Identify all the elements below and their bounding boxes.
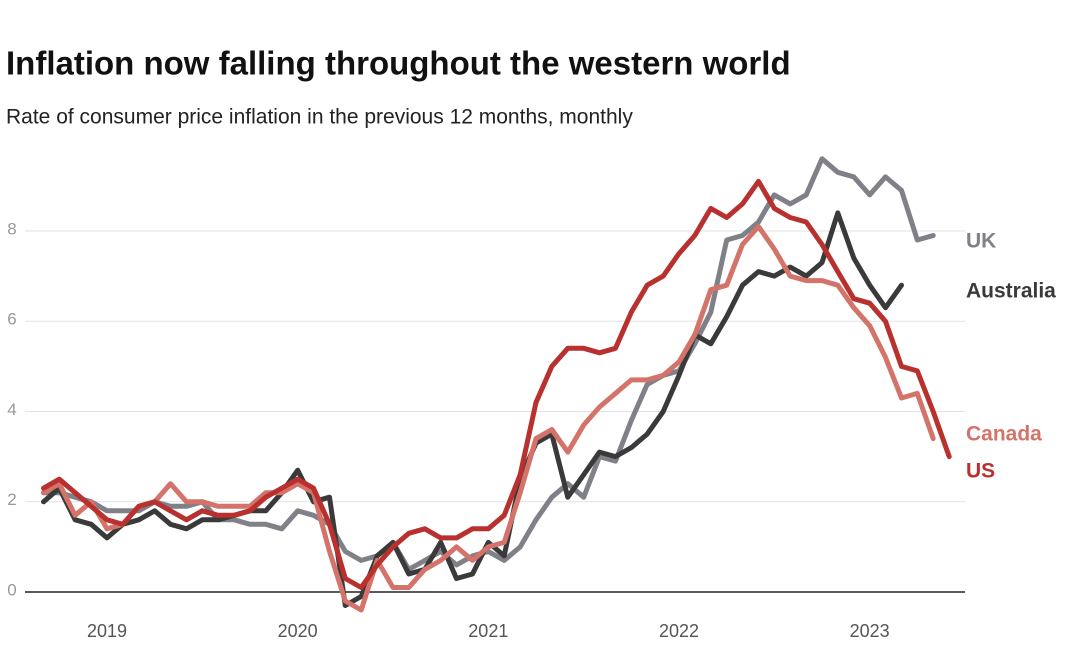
x-tick-label: 2022 [659, 621, 699, 641]
y-tick-label: 4 [7, 400, 16, 419]
labels: UK Australia Canada US [966, 230, 1056, 483]
y-tick-label: 6 [7, 310, 16, 329]
series-label: Australia [966, 280, 1056, 303]
x-tick-label: 2021 [468, 621, 508, 641]
chart-subtitle: Rate of consumer price inflation in the … [6, 106, 633, 129]
lines [41, 156, 952, 613]
x-tick-label: 2019 [87, 621, 127, 641]
x-tick-label: 2020 [278, 621, 318, 641]
chart-title: Inflation now falling throughout the wes… [6, 45, 791, 82]
y-tick-label: 0 [7, 580, 16, 599]
series-line [41, 156, 936, 572]
grid: 0 2 4 6 8 2019 2020 2021 2022 2023 [7, 219, 965, 641]
series-label: Canada [966, 423, 1042, 446]
series-label: UK [966, 230, 996, 253]
series-label: US [966, 460, 995, 483]
x-tick-label: 2023 [850, 621, 890, 641]
y-tick-label: 8 [7, 219, 16, 238]
series-line [41, 178, 952, 590]
y-tick-label: 2 [7, 490, 16, 509]
series-line [41, 224, 936, 613]
series-line [41, 210, 904, 608]
